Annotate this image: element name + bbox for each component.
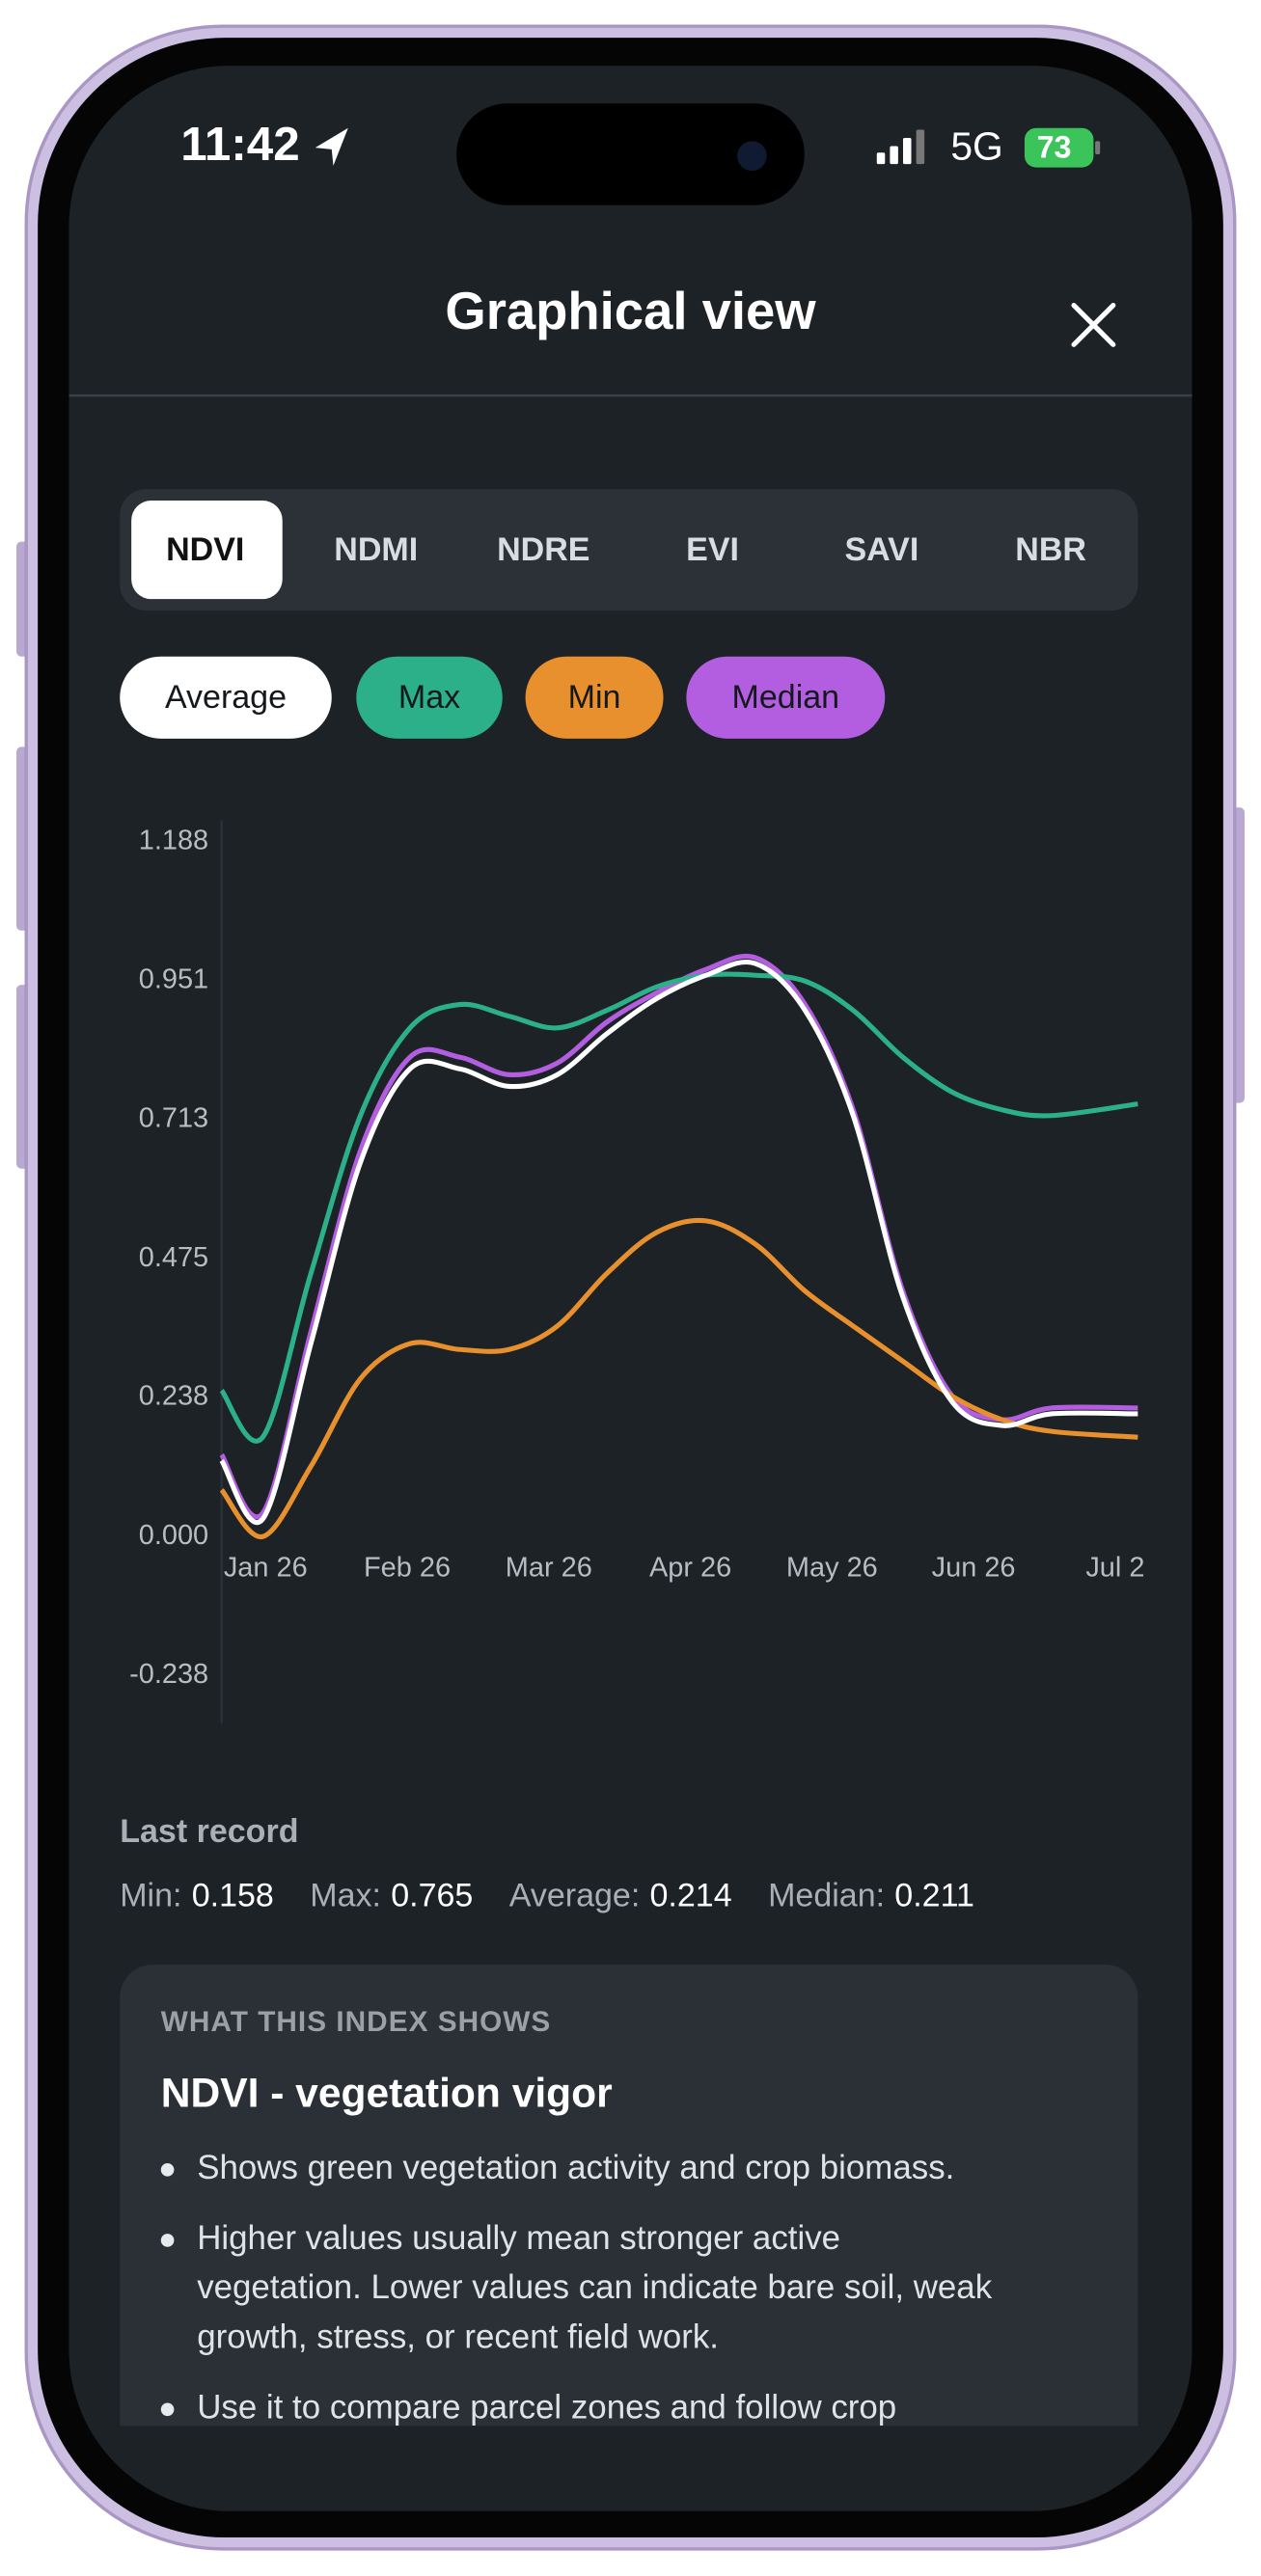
y-tick-label: 0.000: [139, 1520, 208, 1551]
legend-label: Average: [165, 679, 287, 716]
x-tick-label: Mar 26: [506, 1553, 592, 1584]
legend-pill[interactable]: [525, 656, 664, 739]
stat-label: Average:: [509, 1877, 641, 1913]
tab-label[interactable]: NDMI: [334, 531, 418, 568]
series-line: [219, 971, 1138, 1444]
legend-pill[interactable]: [686, 656, 886, 739]
battery: [1024, 127, 1094, 168]
legend-pill[interactable]: [120, 656, 332, 739]
y-tick-label: 0.475: [139, 1242, 208, 1273]
network-label: 5G: [950, 124, 1002, 169]
camera: [737, 141, 767, 171]
bullet-text: vegetation. Lower values can indicate ba…: [197, 2268, 992, 2306]
tab-bar: [120, 489, 1138, 611]
stat-value: 0.211: [894, 1877, 974, 1913]
tab-label[interactable]: EVI: [686, 531, 739, 568]
dynamic-island: [456, 103, 805, 205]
x-tick-label: Jan 26: [224, 1553, 308, 1584]
legend-label: Max: [398, 679, 460, 716]
status-time: 11:42: [180, 118, 299, 171]
screen: [69, 66, 1192, 2511]
bullet-dot: [160, 2402, 175, 2417]
x-tick-label: Jul 2: [1085, 1553, 1144, 1584]
bullet-text: growth, stress, or recent field work.: [197, 2318, 719, 2355]
bullet-dot: [160, 2162, 175, 2177]
content: WHAT THIS INDEX SHOWS NDVI - vegetation …: [120, 489, 1144, 2427]
info-heading: WHAT THIS INDEX SHOWS: [161, 2006, 552, 2038]
legend-label: Median: [732, 679, 840, 716]
header-title: Graphical view: [445, 282, 816, 340]
series-line: [219, 960, 1138, 1526]
info-card: [120, 1965, 1138, 2427]
bullet-text: Shows green vegetation activity and crop…: [197, 2149, 954, 2186]
x-tick-label: Jun 26: [932, 1553, 1016, 1584]
bullet-text: Higher values usually mean stronger acti…: [197, 2219, 840, 2257]
bullet-dot: [160, 2234, 175, 2247]
tab-label[interactable]: NDVI: [166, 531, 244, 568]
series-line: [219, 1217, 1138, 1539]
battery-tip: [1095, 141, 1101, 154]
y-tick-label: 0.951: [139, 963, 208, 994]
series-line: [219, 954, 1138, 1520]
last-record-stats: Min: 0.158 Max: 0.765 Average: 0.214 Median: 0.…: [120, 1877, 974, 1913]
stat-value: 0.765: [391, 1877, 473, 1913]
info-title: NDVI - vegetation vigor: [161, 2070, 613, 2116]
stat-label: Max:: [310, 1877, 381, 1913]
close-button[interactable]: [1071, 302, 1116, 347]
x-tick-label: Feb 26: [364, 1553, 451, 1584]
battery-level: 73: [1037, 129, 1072, 164]
tab-label[interactable]: NDRE: [497, 531, 589, 568]
y-tick-label: 0.238: [139, 1381, 208, 1412]
legend-pill[interactable]: [356, 656, 503, 739]
y-tick-label: 0.713: [139, 1103, 208, 1134]
location-icon: [315, 127, 348, 166]
y-tick-label: -0.238: [129, 1659, 208, 1690]
signal-icon: [876, 129, 925, 165]
stat-label: Min:: [120, 1877, 181, 1913]
y-tick-label: 1.188: [139, 826, 208, 856]
last-record-title: Last record: [120, 1813, 298, 1850]
tab-selected-bg: [131, 501, 283, 600]
stat-value: 0.158: [192, 1877, 274, 1913]
x-tick-label: Apr 26: [649, 1553, 731, 1584]
stat-value: 0.214: [650, 1877, 732, 1913]
x-tick-label: May 26: [786, 1553, 878, 1584]
tab-label[interactable]: NBR: [1015, 531, 1086, 568]
tab-label[interactable]: SAVI: [844, 531, 918, 568]
bullet-text: Use it to compare parcel zones and follo…: [197, 2388, 896, 2426]
stat-label: Median:: [768, 1877, 885, 1913]
legend-label: Min: [568, 679, 621, 716]
